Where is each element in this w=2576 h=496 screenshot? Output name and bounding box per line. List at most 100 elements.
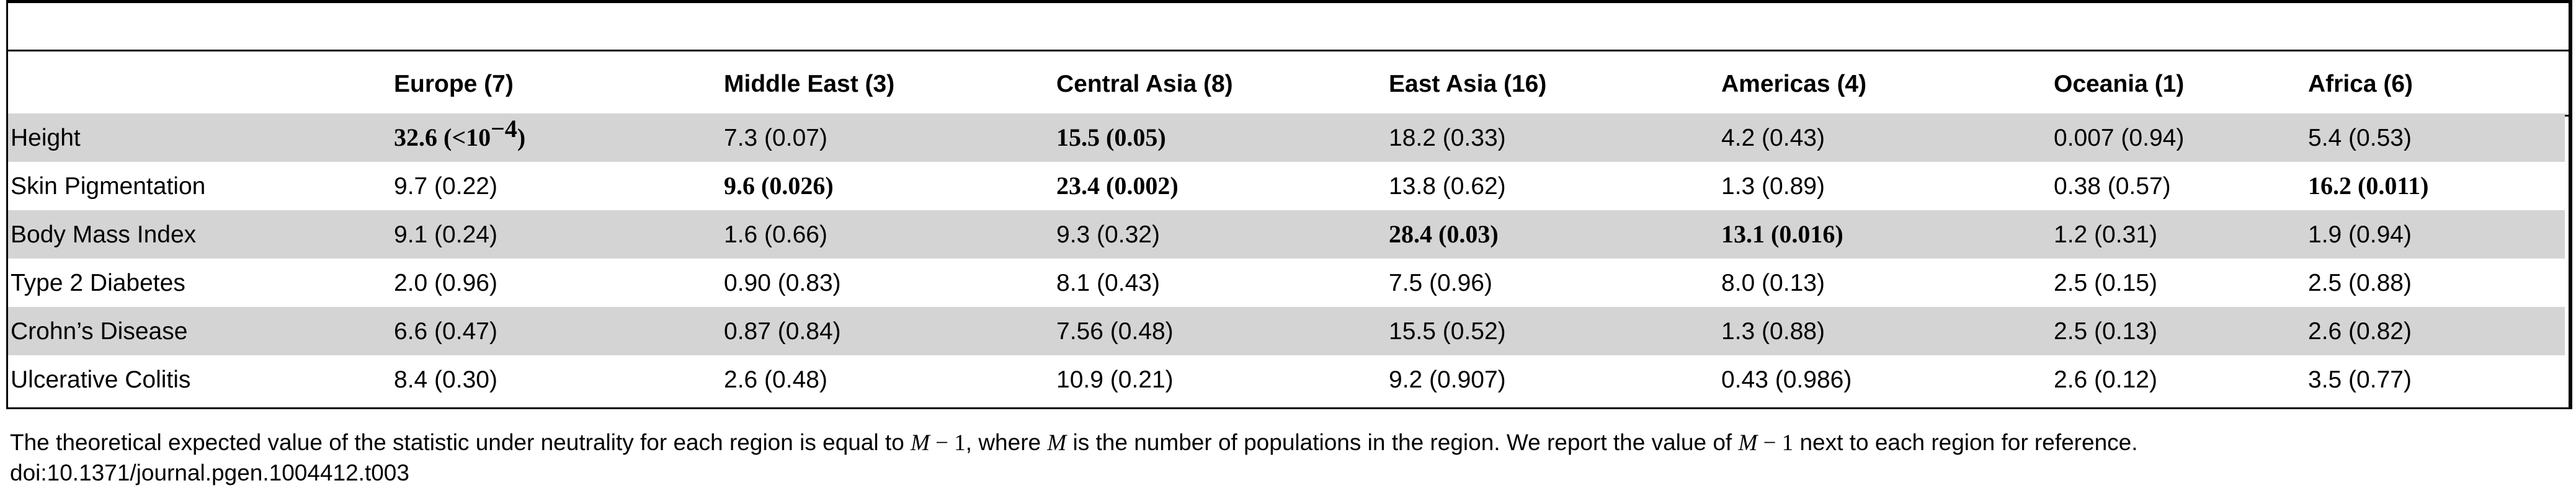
table-cell: 0.43 (0.986) — [1721, 355, 2054, 404]
table-cell: 13.8 (0.62) — [1389, 162, 1721, 210]
cell-value: 9.1 (0.24) — [394, 221, 497, 248]
cell-value: 2.6 (0.12) — [2054, 366, 2157, 393]
cell-value: 0.38 (0.57) — [2054, 172, 2171, 200]
table-cell: 7.5 (0.96) — [1389, 259, 1721, 307]
math-expression: M − 1 — [911, 430, 966, 456]
table-cell: 9.2 (0.907) — [1389, 355, 1721, 404]
table-cell: 15.5 (0.05) — [1056, 113, 1389, 162]
cell-value: 2.5 (0.15) — [2054, 269, 2157, 296]
table-left-border — [6, 0, 8, 409]
table-cell: 7.56 (0.48) — [1056, 307, 1389, 355]
cell-value: 2.5 (0.13) — [2054, 317, 2157, 345]
table-cell: 28.4 (0.03) — [1389, 210, 1721, 259]
table-cell: 13.1 (0.016) — [1721, 210, 2054, 259]
footnote-part: , where — [965, 430, 1048, 455]
math-operator: − 1 — [1757, 430, 1794, 456]
cell-exponent: −4 — [491, 115, 517, 143]
column-header: East Asia (16) — [1389, 71, 1547, 97]
cell-value: 15.5 (0.05) — [1056, 123, 1166, 151]
table-top-border — [6, 0, 2572, 3]
table-row: Skin Pigmentation 9.7 (0.22) 9.6 (0.026) 23… — [8, 162, 2565, 210]
cell-value: 8.4 (0.30) — [394, 366, 497, 393]
cell-value: 7.56 (0.48) — [1056, 317, 1174, 345]
cell-value: 7.5 (0.96) — [1389, 269, 1492, 296]
row-label: Type 2 Diabetes — [11, 269, 185, 296]
column-header: Middle East (3) — [724, 71, 895, 97]
table-cell: 1.9 (0.94) — [2308, 210, 2565, 259]
cell-value: 8.1 (0.43) — [1056, 269, 1160, 296]
table-cell: 8.4 (0.30) — [394, 355, 724, 404]
table-cell: 18.2 (0.33) — [1389, 113, 1721, 162]
table-cell: 3.5 (0.77) — [2308, 355, 2565, 404]
table-cell: 32.6 (<10−4) — [394, 113, 724, 162]
table-row: Body Mass Index 9.1 (0.24) 1.6 (0.66) 9.3 (… — [8, 210, 2565, 259]
table-footnote: The theoretical expected value of the st… — [10, 428, 2553, 488]
math-operator: − 1 — [929, 430, 966, 456]
statistics-table: Europe (7) Middle East (3) Central Asia … — [8, 55, 2565, 404]
table-cell: 9.7 (0.22) — [394, 162, 724, 210]
cell-value: 1.9 (0.94) — [2308, 221, 2412, 248]
table-cell: 2.6 (0.12) — [2054, 355, 2308, 404]
cell-value: 9.7 (0.22) — [394, 172, 497, 200]
cell-value: 32.6 (<10 — [394, 123, 491, 151]
table-cell: 23.4 (0.002) — [1056, 162, 1389, 210]
row-label: Height — [8, 113, 394, 162]
cell-value: 3.5 (0.77) — [2308, 366, 2412, 393]
column-header: Africa (6) — [2308, 71, 2413, 97]
table-cell: 5.4 (0.53) — [2308, 113, 2565, 162]
table-cell: 9.1 (0.24) — [394, 210, 724, 259]
table-header-row: Europe (7) Middle East (3) Central Asia … — [8, 55, 2565, 113]
table-bottom-rule — [6, 407, 2572, 409]
footnote-part: is the number of populations in the regi… — [1066, 430, 1739, 455]
table-cell: 8.0 (0.13) — [1721, 259, 2054, 307]
table-row: Crohn’s Disease 6.6 (0.47) 0.87 (0.84) 7.56… — [8, 307, 2565, 355]
cell-value: 28.4 (0.03) — [1389, 220, 1499, 248]
cell-value: 1.6 (0.66) — [724, 221, 827, 248]
cell-value: 1.3 (0.88) — [1721, 317, 1825, 345]
table-cell: 0.87 (0.84) — [724, 307, 1056, 355]
table-row: Type 2 Diabetes 2.0 (0.96) 0.90 (0.83) 8.1 … — [8, 259, 2565, 307]
column-header: Oceania (1) — [2054, 71, 2185, 97]
row-label: Ulcerative Colitis — [11, 366, 191, 393]
cell-value: 5.4 (0.53) — [2308, 124, 2412, 151]
table-cell: 4.2 (0.43) — [1721, 113, 2054, 162]
cell-value: 13.8 (0.62) — [1389, 172, 1506, 200]
cell-value: 2.5 (0.88) — [2308, 269, 2412, 296]
cell-value: 18.2 (0.33) — [1389, 124, 1506, 151]
doi-text: doi:10.1371/journal.pgen.1004412.t003 — [10, 460, 409, 485]
column-header: Europe (7) — [394, 71, 514, 97]
cell-value: 2.6 (0.82) — [2308, 317, 2412, 345]
table-cell: 1.6 (0.66) — [724, 210, 1056, 259]
cell-value: 0.87 (0.84) — [724, 317, 841, 345]
row-label: Body Mass Index — [8, 210, 394, 259]
math-variable: M — [911, 430, 930, 456]
cell-value: 9.6 (0.026) — [724, 172, 834, 200]
table-cell: 0.90 (0.83) — [724, 259, 1056, 307]
table-cell: 15.5 (0.52) — [1389, 307, 1721, 355]
table-cell: 2.6 (0.48) — [724, 355, 1056, 404]
table-row: Height 32.6 (<10−4) 7.3 (0.07) 15.5 (0.05) 1… — [8, 113, 2565, 162]
table-cell: 9.3 (0.32) — [1056, 210, 1389, 259]
table-cell: 2.6 (0.82) — [2308, 307, 2565, 355]
column-header: Central Asia (8) — [1056, 71, 1233, 97]
cell-value: 0.007 (0.94) — [2054, 124, 2185, 151]
table-cell: 9.6 (0.026) — [724, 162, 1056, 210]
cell-value: 16.2 (0.011) — [2308, 172, 2429, 200]
cell-value: 0.43 (0.986) — [1721, 366, 1852, 393]
table-cell: 0.007 (0.94) — [2054, 113, 2308, 162]
cell-value: 23.4 (0.002) — [1056, 172, 1179, 200]
row-label: Skin Pigmentation — [11, 172, 206, 200]
table-right-border — [2569, 0, 2572, 409]
cell-value: 2.6 (0.48) — [724, 366, 827, 393]
cell-value: 1.2 (0.31) — [2054, 221, 2157, 248]
cell-value: 8.0 (0.13) — [1721, 269, 1825, 296]
table-cell: 0.38 (0.57) — [2054, 162, 2308, 210]
row-label: Crohn’s Disease — [8, 307, 394, 355]
footnote-text: The theoretical expected value of the st… — [10, 428, 2553, 458]
table-cell: 7.3 (0.07) — [724, 113, 1056, 162]
table-cell: 2.0 (0.96) — [394, 259, 724, 307]
math-expression: M − 1 — [1738, 430, 1793, 456]
table-cell: 2.5 (0.88) — [2308, 259, 2565, 307]
header-top-rule — [6, 50, 2572, 51]
table-body: Height 32.6 (<10−4) 7.3 (0.07) 15.5 (0.05) 1… — [8, 113, 2565, 404]
